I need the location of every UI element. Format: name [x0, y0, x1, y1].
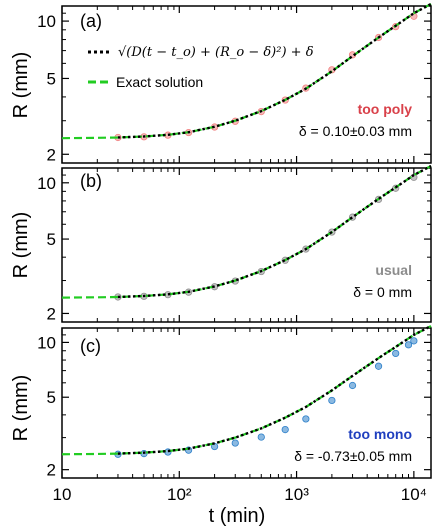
x-tick-label: 10² — [167, 485, 192, 504]
panel-b: 2 5 10 — [37, 164, 432, 323]
y-tick-label-c: 2 — [47, 461, 56, 480]
x-axis-title: t (min) — [209, 505, 266, 527]
x-tick-label: 10 — [53, 485, 72, 504]
plot-frame-a — [61, 5, 432, 164]
y-tick-label-a: 2 — [47, 145, 56, 164]
y-tick-label-a: 5 — [47, 69, 56, 88]
y-tick-label-b: 10 — [37, 174, 56, 193]
annotation-title-b: usual — [375, 262, 412, 278]
data-point-c — [404, 341, 413, 349]
fit-line-c — [117, 324, 432, 455]
legend: √(D(t − t_o) + (R_o − δ)²) + δ Exact sol… — [88, 45, 314, 90]
data-point-c — [302, 415, 310, 423]
data-point-c — [410, 337, 418, 345]
x-tick-label: 10³ — [284, 485, 309, 504]
panel-a: 2 5 10 — [37, 2, 432, 164]
fit-line-b — [117, 164, 432, 299]
data-point-c — [257, 433, 265, 441]
data-point-c — [281, 425, 289, 434]
plot-frame-c — [61, 327, 432, 479]
exact-solution-line-a — [61, 2, 432, 140]
legend-fit-label: √(D(t − t_o) + (R_o − δ)²) + δ — [118, 45, 314, 60]
panel-c: 2 5 10 10 10² 10³ 10⁴ — [37, 324, 432, 504]
data-point-c — [348, 381, 357, 390]
y-axis-title-c: R (mm) — [10, 375, 32, 442]
panel-label-a: (a) — [80, 11, 102, 31]
data-point-c — [328, 396, 336, 405]
y-tick-label-b: 5 — [47, 230, 56, 249]
y-tick-label-b: 2 — [47, 304, 56, 323]
annotation-value-c: δ = -0.73±0.05 mm — [294, 448, 412, 464]
y-tick-label-a: 10 — [37, 12, 56, 31]
annotation-value-b: δ = 0 mm — [353, 284, 412, 300]
plot-frame-b — [61, 167, 432, 323]
y-axis-title-b: R (mm) — [10, 212, 32, 279]
legend-exact-label: Exact solution — [116, 74, 203, 90]
data-point-c — [231, 439, 239, 447]
fit-line-a — [117, 2, 432, 139]
annotation-value-a: δ = 0.10±0.03 mm — [299, 123, 412, 139]
panel-label-b: (b) — [80, 171, 102, 191]
annotation-title-c: too mono — [348, 426, 412, 442]
annotation-title-a: too poly — [358, 101, 413, 117]
data-point-c — [392, 349, 400, 358]
y-tick-label-c: 5 — [47, 388, 56, 407]
data-point-c — [374, 362, 383, 370]
y-axis-title-a: R (mm) — [10, 52, 32, 119]
y-tick-label-c: 10 — [37, 333, 56, 352]
x-tick-label: 10⁴ — [401, 485, 427, 504]
panel-label-c: (c) — [80, 336, 101, 356]
